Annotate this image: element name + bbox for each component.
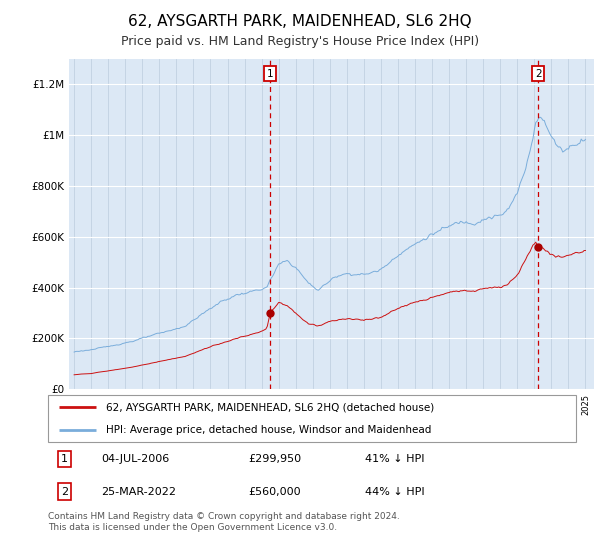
Text: 1: 1 [61, 454, 68, 464]
Text: £299,950: £299,950 [248, 454, 302, 464]
Text: 62, AYSGARTH PARK, MAIDENHEAD, SL6 2HQ: 62, AYSGARTH PARK, MAIDENHEAD, SL6 2HQ [128, 14, 472, 29]
Text: £560,000: £560,000 [248, 487, 301, 497]
Text: Price paid vs. HM Land Registry's House Price Index (HPI): Price paid vs. HM Land Registry's House … [121, 35, 479, 48]
Text: 2: 2 [535, 69, 541, 78]
Text: HPI: Average price, detached house, Windsor and Maidenhead: HPI: Average price, detached house, Wind… [106, 425, 431, 435]
Text: 2: 2 [61, 487, 68, 497]
Text: 1: 1 [267, 69, 274, 78]
Text: 25-MAR-2022: 25-MAR-2022 [101, 487, 176, 497]
Text: Contains HM Land Registry data © Crown copyright and database right 2024.
This d: Contains HM Land Registry data © Crown c… [48, 512, 400, 532]
Text: 04-JUL-2006: 04-JUL-2006 [101, 454, 169, 464]
FancyBboxPatch shape [48, 395, 576, 442]
Text: 62, AYSGARTH PARK, MAIDENHEAD, SL6 2HQ (detached house): 62, AYSGARTH PARK, MAIDENHEAD, SL6 2HQ (… [106, 402, 434, 412]
Text: 41% ↓ HPI: 41% ↓ HPI [365, 454, 424, 464]
Text: 44% ↓ HPI: 44% ↓ HPI [365, 487, 424, 497]
